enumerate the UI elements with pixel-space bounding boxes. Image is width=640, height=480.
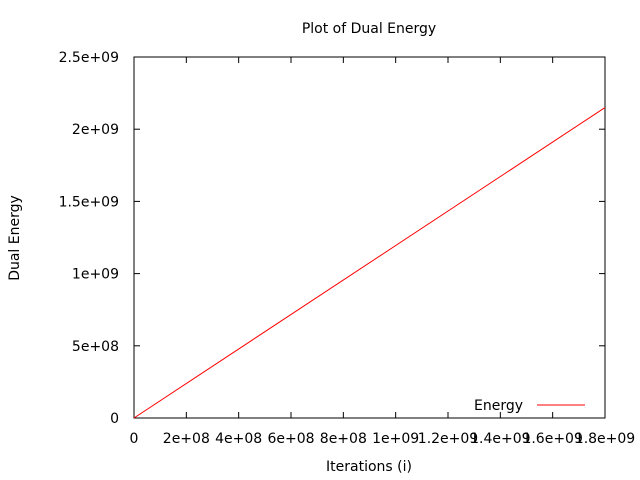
x-tick-label: 4e+08	[215, 431, 262, 447]
y-tick-label: 2e+09	[72, 122, 119, 138]
y-tick-label: 5e+08	[72, 339, 119, 355]
x-tick-label: 1e+09	[372, 431, 419, 447]
x-tick-label: 0	[130, 431, 139, 447]
x-tick-label: 1.6e+09	[522, 431, 582, 447]
series-layer	[133, 107, 606, 419]
y-tick-label: 1.5e+09	[59, 194, 119, 210]
x-tick-label: 8e+08	[320, 431, 367, 447]
y-axis-ticks: 0 5e+08 1e+09 1.5e+09 2e+09 2.5e+09	[59, 50, 605, 427]
legend-label: Energy	[474, 398, 523, 414]
y-tick-label: 2.5e+09	[59, 50, 119, 66]
y-axis-label: Dual Energy	[7, 195, 23, 281]
legend: Energy	[474, 398, 585, 414]
x-tick-label: 6e+08	[267, 431, 314, 447]
y-tick-label: 1e+09	[72, 267, 119, 283]
y-tick-label: 0	[110, 411, 119, 427]
x-axis-label: Iterations (i)	[326, 459, 412, 475]
x-tick-label: 2e+08	[163, 431, 210, 447]
x-tick-label: 1.4e+09	[470, 431, 530, 447]
chart-title: Plot of Dual Energy	[302, 21, 436, 37]
series-line-energy	[133, 107, 606, 419]
x-tick-label: 1.8e+09	[575, 431, 635, 447]
plot-area-frame	[133, 56, 606, 419]
x-axis-ticks: 0 2e+08 4e+08 6e+08 8e+08 1e+091.2e+091.4e+09…	[130, 57, 635, 447]
x-tick-label: 1.2e+09	[418, 431, 478, 447]
